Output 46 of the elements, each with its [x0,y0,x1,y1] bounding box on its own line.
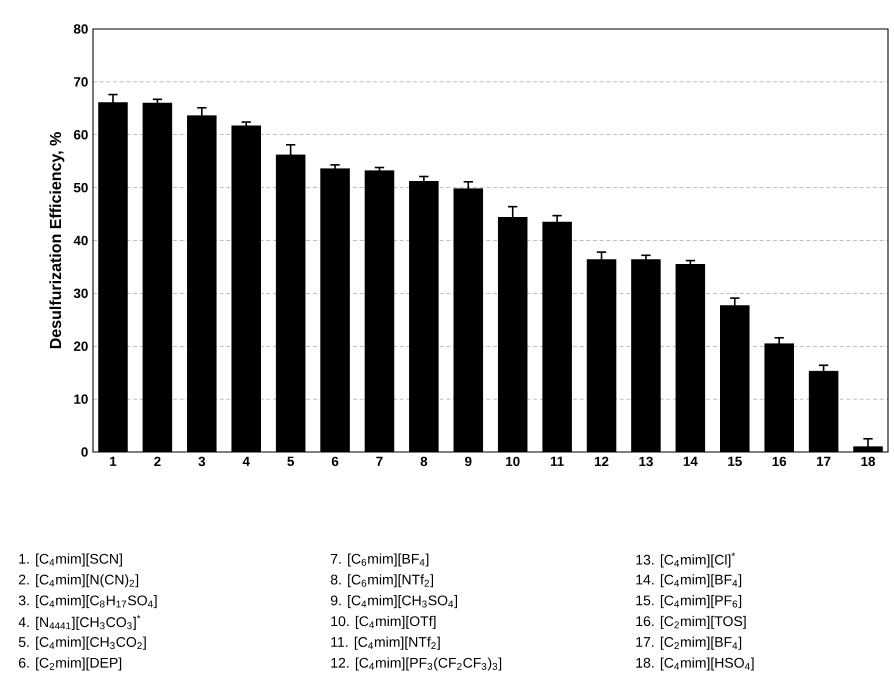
x-tick-label: 12 [594,456,608,466]
x-tick-label: 3 [198,456,206,466]
y-tick-label: 20 [74,342,88,351]
x-tick-label: 5 [287,456,294,466]
y-tick-label: 30 [74,288,88,298]
text: 5. [C$_{4}$mim][CH$_{3}$CO$_{2}$] [18,636,146,650]
x-tick-label: 13 [639,456,653,466]
text: 8. [C$_{6}$mim][NTf$_{2}$] [330,574,434,588]
x-tick-label: 1 [110,456,116,466]
x-tick-label: 17 [817,456,830,466]
text: 18. [C$_{4}$mim][HSO$_{4}$] [636,657,754,671]
text: 9. [C$_{4}$mim][CH$_{3}$SO$_{4}$] [330,595,458,608]
text: 16. [C$_{2}$mim][TOS] [636,616,746,629]
text: 3. [C$_{4}$mim][C$_{8}$H$_{17}$SO$_{4}$] [18,595,157,608]
x-tick-label: 8 [420,456,428,466]
text: 11. [C$_{4}$mim][NTf$_{2}$] [331,636,440,650]
text: 14. [C$_{4}$mim][BF$_{4}$] [636,574,742,588]
text: 1. [C$_{4}$mim][SCN] [19,553,122,567]
y-axis-title: Desulfurization Efficiency, % [49,132,64,348]
y-tick-label: 50 [74,182,88,192]
x-tick-label: 14 [684,456,698,466]
y-tick-label: 60 [74,130,88,140]
text: 7. [C$_{6}$mim][BF$_{4}$] [330,553,428,567]
text: 15. [C$_{4}$mim][PF$_{6}$] [636,595,742,608]
x-tick-label: 11 [550,456,564,466]
x-tick-label: 16 [772,456,786,466]
text: 13. [C$_{4}$mim][Cl]$^{*}$ [636,552,736,568]
text: 10. [C$_{4}$mim][OTf] [331,616,436,629]
x-tick-label: 10 [506,456,520,466]
y-tick-label: 40 [74,236,88,246]
y-tick-label: 80 [74,24,88,34]
x-tick-label: 7 [376,456,383,466]
text: 6. [C$_{2}$mim][DEP] [18,657,122,671]
text: 2. [C$_{4}$mim][N(CN)$_{2}$] [18,574,138,588]
text: 12. [C$_{4}$mim][PF$_{3}$(CF$_{2}$CF$_{3}$)$_{3}$] [331,657,502,671]
x-tick-label: 6 [332,456,338,466]
x-tick-label: 2 [154,456,161,466]
x-tick-label: 9 [465,456,472,466]
x-tick-label: 15 [728,456,742,466]
y-tick-label: 70 [74,77,88,87]
text: 17. [C$_{2}$mim][BF$_{4}$] [636,636,742,650]
y-tick-label: 10 [74,394,88,404]
x-tick-label: 18 [861,456,876,466]
text: 4. [N$_{4441}$][CH$_{3}$CO$_{3}$]$^{*}$ [18,614,140,630]
y-tick-label: 0 [81,447,88,457]
x-tick-label: 4 [242,456,250,466]
